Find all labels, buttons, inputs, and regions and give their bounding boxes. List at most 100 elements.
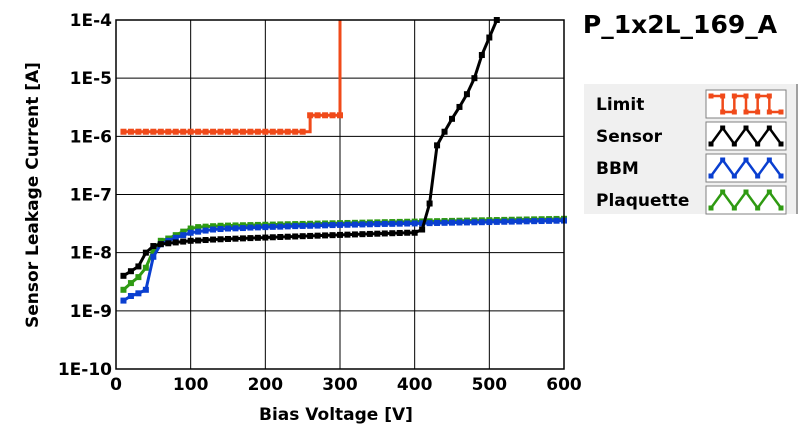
data-point-sensor: [344, 231, 351, 238]
data-point-bbm: [389, 220, 396, 227]
data-point-bbm: [441, 219, 448, 226]
x-tick-label: 0: [110, 375, 122, 395]
data-point-plaquette: [135, 274, 142, 281]
data-point-sensor: [463, 91, 470, 98]
data-point-sensor: [239, 235, 246, 242]
data-point-bbm: [359, 221, 366, 228]
data-point-bbm: [531, 218, 538, 225]
legend-swatch-marker: [708, 93, 714, 99]
data-point-sensor: [247, 235, 254, 242]
data-point-limit: [254, 128, 261, 135]
data-point-bbm: [419, 220, 426, 227]
data-point-bbm: [225, 225, 231, 232]
legend-swatch-marker: [720, 157, 726, 163]
data-point-sensor: [359, 231, 366, 238]
data-point-bbm: [217, 226, 224, 233]
data-point-bbm: [523, 218, 530, 225]
data-point-sensor: [471, 75, 478, 82]
data-point-bbm: [478, 219, 485, 226]
data-point-bbm: [262, 224, 269, 231]
legend-swatch-marker: [731, 93, 737, 99]
data-point-bbm: [351, 221, 358, 228]
data-point-plaquette: [187, 225, 194, 232]
x-tick-label: 300: [322, 375, 358, 395]
data-point-limit: [157, 128, 164, 135]
data-point-limit: [329, 112, 336, 119]
series-limit: [120, 20, 343, 135]
x-tick-label: 500: [472, 375, 508, 395]
legend-item-limit: Limit: [596, 89, 787, 119]
y-tick-label: 1E-4: [70, 11, 112, 31]
legend-swatch-marker: [778, 109, 784, 115]
y-tick-label: 1E-6: [70, 127, 112, 147]
data-point-sensor: [165, 240, 172, 247]
data-point-bbm: [195, 228, 202, 235]
data-point-sensor: [284, 233, 291, 240]
legend-swatch-marker: [755, 205, 761, 211]
data-point-plaquette: [120, 286, 127, 293]
x-tick-label: 400: [397, 375, 433, 395]
data-point-sensor: [299, 233, 306, 240]
data-point-bbm: [426, 220, 433, 227]
legend-swatch-marker: [708, 141, 714, 147]
data-point-sensor: [232, 235, 239, 242]
data-point-sensor: [292, 233, 299, 240]
data-point-bbm: [344, 221, 351, 228]
legend-swatch-marker: [731, 141, 737, 147]
data-point-bbm: [501, 218, 508, 225]
data-point-sensor: [202, 237, 209, 244]
data-point-plaquette: [127, 280, 134, 287]
legend-swatch-marker: [778, 173, 784, 179]
legend-swatch-marker: [766, 189, 772, 195]
series-layer: [120, 17, 567, 304]
legend: Limit Sensor BBM Plaquette: [584, 84, 798, 215]
data-point-plaquette: [150, 247, 157, 254]
data-point-bbm: [299, 222, 306, 229]
legend-swatch-marker: [720, 93, 726, 99]
data-point-plaquette: [142, 264, 149, 271]
data-point-limit: [150, 128, 157, 135]
data-point-sensor: [217, 236, 224, 243]
data-point-bbm: [254, 224, 261, 231]
plot-frame: [115, 19, 565, 370]
y-tick-label: 1E-8: [70, 244, 112, 264]
data-point-sensor: [314, 232, 321, 239]
data-point-sensor: [157, 241, 164, 248]
data-point-limit: [262, 128, 269, 135]
data-point-sensor: [419, 226, 426, 233]
data-point-limit: [172, 128, 179, 135]
chart-title: P_1x2L_169_A: [583, 10, 778, 39]
data-point-bbm: [322, 222, 329, 229]
data-point-bbm: [434, 219, 441, 226]
data-point-sensor: [135, 263, 142, 270]
legend-label: Sensor: [596, 127, 663, 147]
data-point-bbm: [449, 219, 455, 226]
legend-swatch-marker: [766, 93, 772, 99]
data-point-bbm: [277, 223, 284, 230]
legend-swatch-marker: [731, 173, 737, 179]
data-point-limit: [284, 128, 291, 135]
data-point-bbm: [463, 219, 470, 226]
data-point-sensor: [120, 272, 127, 279]
legend-item-bbm: BBM: [596, 153, 787, 183]
data-point-limit: [180, 128, 187, 135]
x-tick-labels: 0 100 200 300 400 500 600: [110, 375, 582, 395]
data-point-sensor: [426, 200, 433, 207]
legend-swatch-marker: [731, 109, 737, 115]
data-point-limit: [269, 128, 276, 135]
data-point-limit: [232, 128, 239, 135]
data-point-limit: [307, 112, 314, 119]
legend-swatch-marker: [743, 189, 749, 195]
data-point-sensor: [449, 115, 455, 122]
data-point-limit: [165, 128, 172, 135]
y-tick-label: 1E-9: [70, 302, 112, 322]
data-point-sensor: [262, 234, 269, 241]
data-point-sensor: [411, 229, 418, 236]
data-point-bbm: [404, 220, 411, 227]
data-point-bbm: [150, 253, 157, 260]
data-point-plaquette: [195, 224, 202, 231]
data-point-sensor: [142, 249, 149, 256]
legend-label: Plaquette: [596, 191, 689, 211]
data-point-limit: [217, 128, 224, 135]
data-point-sensor: [404, 229, 411, 236]
